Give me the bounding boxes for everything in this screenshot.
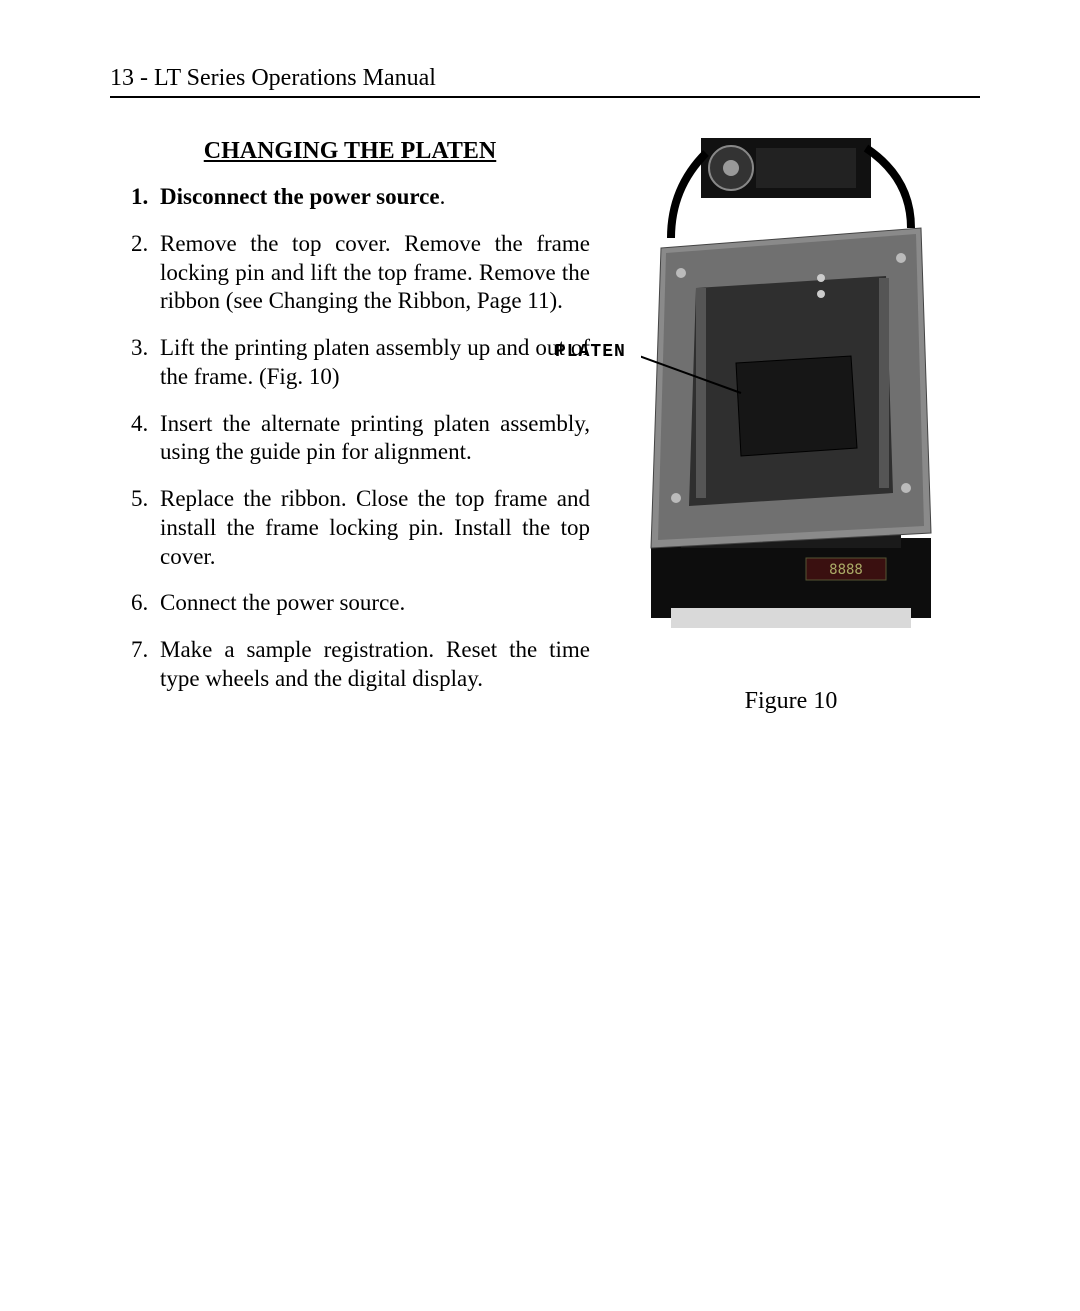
step-text: Lift the printing platen assembly up and…	[160, 335, 590, 389]
step-2: Remove the top cover. Remove the frame l…	[154, 230, 590, 316]
step-text: Replace the ribbon. Close the top frame …	[160, 486, 590, 569]
step-trailing: .	[440, 184, 446, 209]
figure-10-image: PLATEN 8888	[641, 138, 941, 638]
step-list: Disconnect the power source. Remove the …	[110, 183, 590, 694]
page-number: 13	[110, 65, 134, 91]
section-title: CHANGING THE PLATEN	[110, 138, 590, 165]
step-3: Lift the printing platen assembly up and…	[154, 334, 590, 392]
step-4: Insert the alternate printing platen ass…	[154, 410, 590, 468]
step-1: Disconnect the power source.	[154, 183, 590, 212]
step-5: Replace the ribbon. Close the top frame …	[154, 485, 590, 571]
platen-callout-label: PLATEN	[555, 342, 626, 362]
page-header: 13 - LT Series Operations Manual	[110, 65, 980, 98]
step-text: Disconnect the power source	[160, 184, 440, 209]
step-text: Remove the top cover. Remove the frame l…	[160, 231, 590, 314]
figure-caption: Figure 10	[745, 688, 838, 715]
step-text: Connect the power source.	[160, 590, 405, 615]
step-6: Connect the power source.	[154, 589, 590, 618]
header-separator: -	[134, 65, 154, 91]
step-7: Make a sample registration. Reset the ti…	[154, 636, 590, 694]
step-text: Make a sample registration. Reset the ti…	[160, 637, 590, 691]
manual-title: LT Series Operations Manual	[154, 65, 436, 91]
svg-text:8888: 8888	[829, 562, 863, 578]
device-illustration: 8888	[641, 138, 941, 638]
step-text: Insert the alternate printing platen ass…	[160, 411, 590, 465]
